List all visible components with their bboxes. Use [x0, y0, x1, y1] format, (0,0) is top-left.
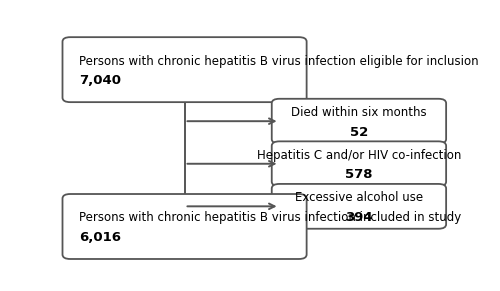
FancyBboxPatch shape [272, 141, 446, 186]
Text: 394: 394 [345, 211, 373, 224]
FancyBboxPatch shape [62, 37, 306, 102]
FancyBboxPatch shape [62, 194, 306, 259]
Text: 578: 578 [345, 168, 372, 182]
Text: 52: 52 [350, 126, 368, 139]
Text: Hepatitis C and/or HIV co-infection: Hepatitis C and/or HIV co-infection [257, 149, 461, 162]
Text: Persons with chronic hepatitis B virus infection included in study: Persons with chronic hepatitis B virus i… [79, 212, 461, 224]
FancyBboxPatch shape [272, 99, 446, 143]
Text: 6,016: 6,016 [79, 231, 121, 244]
FancyBboxPatch shape [272, 184, 446, 229]
Text: 7,040: 7,040 [79, 74, 121, 87]
Text: Persons with chronic hepatitis B virus infection eligible for inclusion: Persons with chronic hepatitis B virus i… [79, 55, 478, 68]
Text: Excessive alcohol use: Excessive alcohol use [295, 191, 423, 204]
Text: Died within six months: Died within six months [291, 106, 427, 119]
